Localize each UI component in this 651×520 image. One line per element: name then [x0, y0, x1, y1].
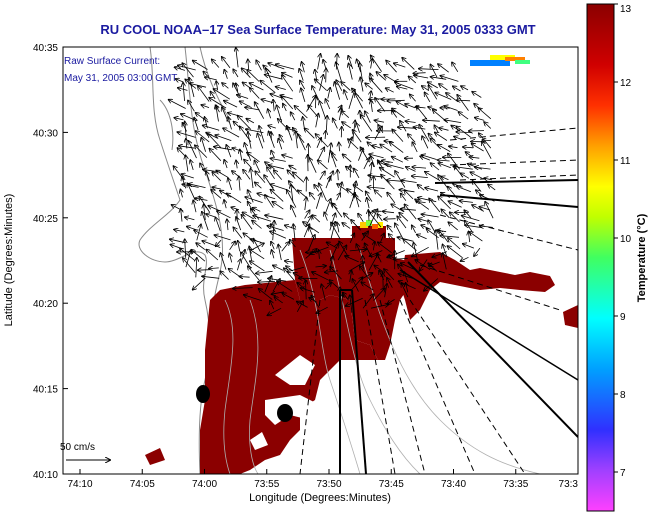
y-tick-label: 40:10 [33, 470, 58, 481]
x-tick-label: 73:40 [441, 479, 466, 490]
colorbar-tick-label: 9 [620, 312, 626, 323]
colorbar-tick-label: 8 [620, 390, 626, 401]
x-tick-label: 73:45 [379, 479, 404, 490]
current-vector [384, 141, 392, 142]
current-vector [198, 270, 210, 271]
colorbar-ticks: 7 8 9 10 11 12 13 [614, 4, 632, 479]
colorbar-tick-label: 12 [620, 78, 632, 89]
chart-title: RU COOL NOAA–17 Sea Surface Temperature:… [100, 22, 535, 37]
y-tick-label: 40:20 [33, 299, 58, 310]
x-tick-label: 74:10 [67, 479, 92, 490]
plot-area [63, 47, 578, 474]
colorbar-label: Temperature (°C) [636, 213, 648, 302]
colorbar-tick-label: 11 [620, 156, 631, 167]
y-axis-label: Latitude (Degrees:Minutes) [3, 194, 15, 327]
x-tick-label: 74:00 [192, 479, 217, 490]
colorbar-tick-label: 7 [620, 468, 626, 479]
colorbar-tick-label: 13 [620, 4, 632, 15]
radar-site-marker [277, 404, 293, 422]
x-axis-label: Longitude (Degrees:Minutes) [249, 492, 391, 504]
annotation-line-1: Raw Surface Current: [64, 56, 160, 67]
y-tick-label: 40:30 [33, 128, 58, 139]
annotation-line-2: May 31, 2005 03:00 GMT [64, 73, 177, 84]
colorbar: 7 8 9 10 11 12 13 Temperature (°C) [587, 4, 648, 511]
colorbar-tick-label: 10 [620, 234, 632, 245]
y-tick-label: 40:25 [33, 214, 58, 225]
y-tick-label: 40:35 [33, 43, 58, 54]
y-tick-label: 40:15 [33, 385, 58, 396]
x-tick-label: 73:35 [503, 479, 528, 490]
scale-label: 50 cm/s [60, 442, 95, 453]
x-tick-label: 74:05 [130, 479, 155, 490]
x-tick-label: 73:50 [316, 479, 341, 490]
x-tick-label: 73:3 [559, 479, 579, 490]
x-tick-label: 73:55 [254, 479, 279, 490]
current-vector [315, 97, 316, 109]
current-vector [384, 219, 396, 220]
radar-site-marker [196, 385, 210, 403]
